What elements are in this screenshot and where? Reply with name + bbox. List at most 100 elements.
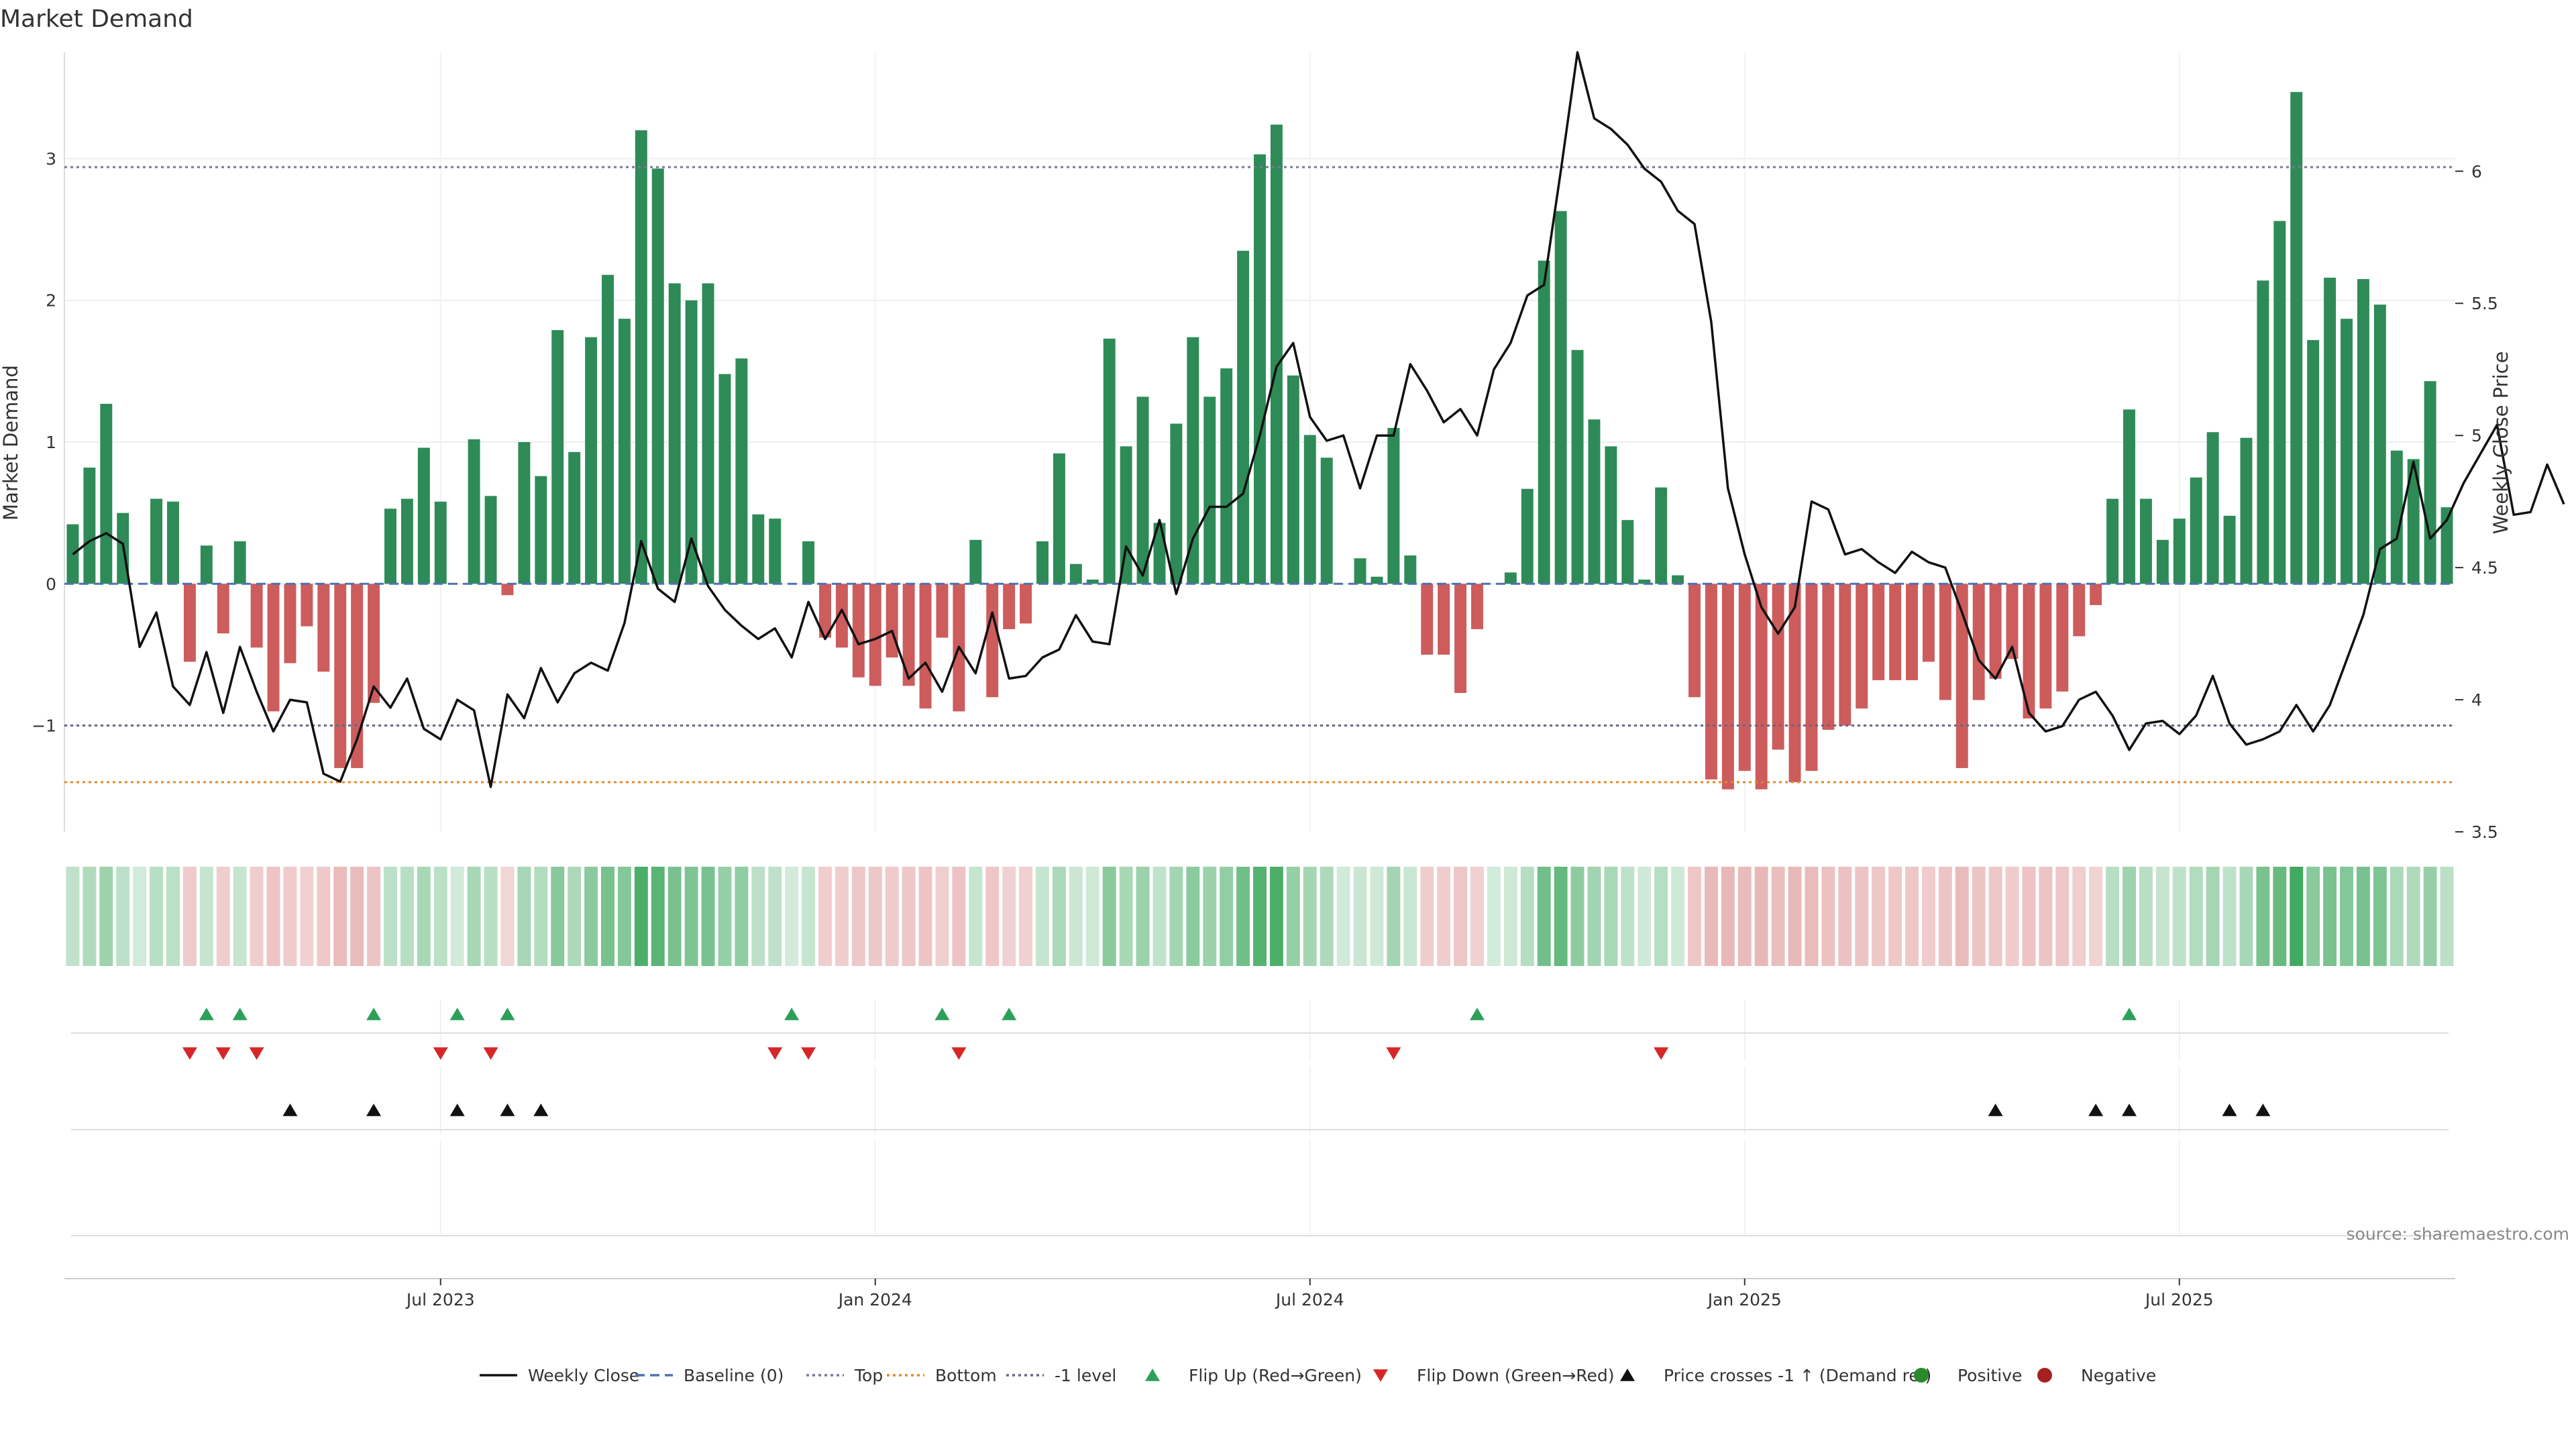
x-axis: Jul 2023 Jan 2024 Jul 2024 Jan 2025 Jul 2025 [64,1278,2455,1309]
legend-swatch [1373,1369,1388,1382]
heat-cell [2189,867,2203,966]
legend-item: Flip Down (Green→Red) [1373,1366,1615,1385]
demand-bar [1889,584,1902,680]
heat-cell [969,867,983,966]
flip-up-marker [1470,1008,1485,1020]
heat-cell [1737,867,1752,966]
heat-cell [1320,867,1334,966]
demand-bar [2373,305,2386,584]
price-cross-marker [366,1104,382,1116]
heat-cell [802,867,816,966]
heat-cell [2222,867,2237,966]
flip-down-marker [767,1047,783,1060]
demand-bar [1438,584,1450,655]
price-cross-marker [1988,1104,2003,1116]
heat-cell [2239,867,2253,966]
heat-cell [1503,867,1517,966]
demand-bar [2090,584,2102,605]
heat-cell [1152,867,1167,966]
heat-cell [617,867,631,966]
demand-bar [334,584,347,768]
demand-bar [1872,584,1885,680]
demand-bar [2106,498,2119,584]
demand-bar [468,439,480,584]
demand-bar [1120,446,1132,584]
demand-bar [83,468,96,584]
x-tick-label: Jan 2025 [1707,1290,1782,1309]
demand-bar [2206,432,2219,584]
heat-cell [1972,867,1986,966]
demand-bar [1237,250,1250,584]
y-tick-label: 0 [46,574,56,594]
heat-cell [333,867,347,966]
demand-bar [1421,584,1434,655]
price-cross-marker [282,1104,298,1116]
demand-bar [869,584,881,686]
heat-cell [918,867,932,966]
y2-tick-label: 5.5 [2471,294,2498,313]
heat-cell [584,867,598,966]
price-cross-marker [2255,1104,2271,1116]
demand-bar [1053,453,1065,584]
demand-bar [1571,350,1584,584]
demand-bar [1788,584,1801,783]
demand-bar [2190,477,2202,584]
price-cross-marker [2222,1104,2237,1116]
heat-cell [1236,867,1250,966]
demand-bar [618,319,631,584]
heat-cell [1520,867,1534,966]
right-axis-ticks: 3.5 4 4.5 5 5.5 6 [2455,162,2498,842]
demand-bar [2307,339,2320,584]
heat-cell [2323,867,2337,966]
left-axis-ticks: −1 0 1 2 3 [32,149,56,735]
heat-cell [150,867,164,966]
flip-up-marker [2122,1008,2137,1020]
flip-up-marker [934,1008,950,1020]
demand-bar [1086,579,1099,584]
demand-bar [1020,584,1032,624]
demand-bar [2440,507,2453,584]
y-tick-label: 2 [46,291,56,311]
demand-bar [434,501,447,584]
heat-cell [1220,867,1234,966]
demand-bar [167,501,179,584]
demand-bar [301,584,313,627]
demand-bar [1605,446,1617,584]
demand-bar [1972,584,1985,700]
legend-swatch [1145,1368,1160,1381]
heat-cell [1286,867,1300,966]
heat-cell [1587,867,1601,966]
heat-cell [551,867,565,966]
heat-cell [1671,867,1685,966]
heat-cell [1387,867,1401,966]
demand-bar [1354,558,1366,584]
heat-cell [517,867,531,966]
y2-tick-label: 6 [2471,162,2482,181]
heat-cell [1921,867,1935,966]
heat-cell [2440,867,2454,966]
heat-cell [450,867,464,966]
demand-bar [233,541,246,584]
flip-up-marker [1002,1008,1017,1020]
x-tick-label: Jul 2023 [405,1290,475,1309]
heat-cell [83,867,97,966]
heat-cell [1570,867,1585,966]
heat-cell [1470,867,1484,966]
demand-bar [1554,211,1567,584]
flip-down-marker [433,1047,448,1060]
y-tick-label: 1 [46,433,56,452]
y-axis-label: Market Demand [0,365,22,521]
demand-bar [1471,584,1483,629]
heat-cell [1621,867,1635,966]
heat-cell [2306,867,2320,966]
demand-bar [2273,221,2286,584]
source-note: source: sharemaestro.com [2347,1224,2570,1244]
demand-bar [651,168,664,584]
demand-bar [852,584,865,678]
heat-cell [233,867,247,966]
legend-item: Flip Up (Red→Green) [1145,1366,1362,1385]
demand-bar [819,584,831,638]
heat-cell [2206,867,2220,966]
demand-bar [1839,584,1851,726]
heat-cell [735,867,749,966]
